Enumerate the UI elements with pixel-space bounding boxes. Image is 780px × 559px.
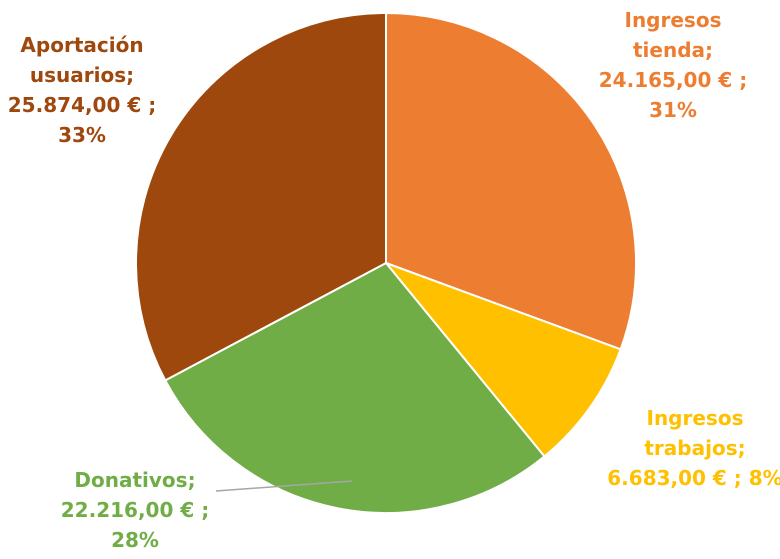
data-label-ingresos-trabajos: Ingresos trabajos; 6.683,00 € ; 8% xyxy=(607,406,780,490)
donativos-leader-line xyxy=(215,480,353,492)
data-label-aportacion-usuarios: Aportación usuarios; 25.874,00 € ; 33% xyxy=(8,33,156,147)
data-label-line: 6.683,00 € ; 8% xyxy=(607,466,780,490)
data-label-line: 25.874,00 € ; xyxy=(8,93,156,117)
pie-slice-ingresos-trabajos xyxy=(382,260,622,458)
pie-slices xyxy=(135,11,637,514)
data-label-ingresos-tienda: Ingresos tienda; 24.165,00 € ; 31% xyxy=(599,8,747,122)
data-label-line: Ingresos xyxy=(625,8,722,32)
data-label-line: Donativos; xyxy=(74,468,195,492)
data-label-line: 33% xyxy=(58,123,106,147)
data-label-line: 28% xyxy=(111,528,159,552)
pie-slice-ingresos-tienda xyxy=(385,11,637,351)
data-label-line: usuarios; xyxy=(30,63,134,87)
pie-slice-donativos xyxy=(163,261,546,514)
data-label-line: tienda; xyxy=(633,38,713,62)
data-label-line: trabajos; xyxy=(644,436,745,460)
data-label-line: 31% xyxy=(649,98,697,122)
data-label-line: 24.165,00 € ; xyxy=(599,68,747,92)
data-label-line: 22.216,00 € ; xyxy=(61,498,209,522)
pie-slice-aportacion-usuarios xyxy=(135,11,387,382)
data-label-line: Aportación xyxy=(20,33,143,57)
pie-labels: Ingresos tienda; 24.165,00 € ; 31% Ingresos t… xyxy=(8,8,780,552)
data-label-donativos: Donativos; 22.216,00 € ; 28% xyxy=(61,468,209,552)
data-label-line: Ingresos xyxy=(647,406,744,430)
